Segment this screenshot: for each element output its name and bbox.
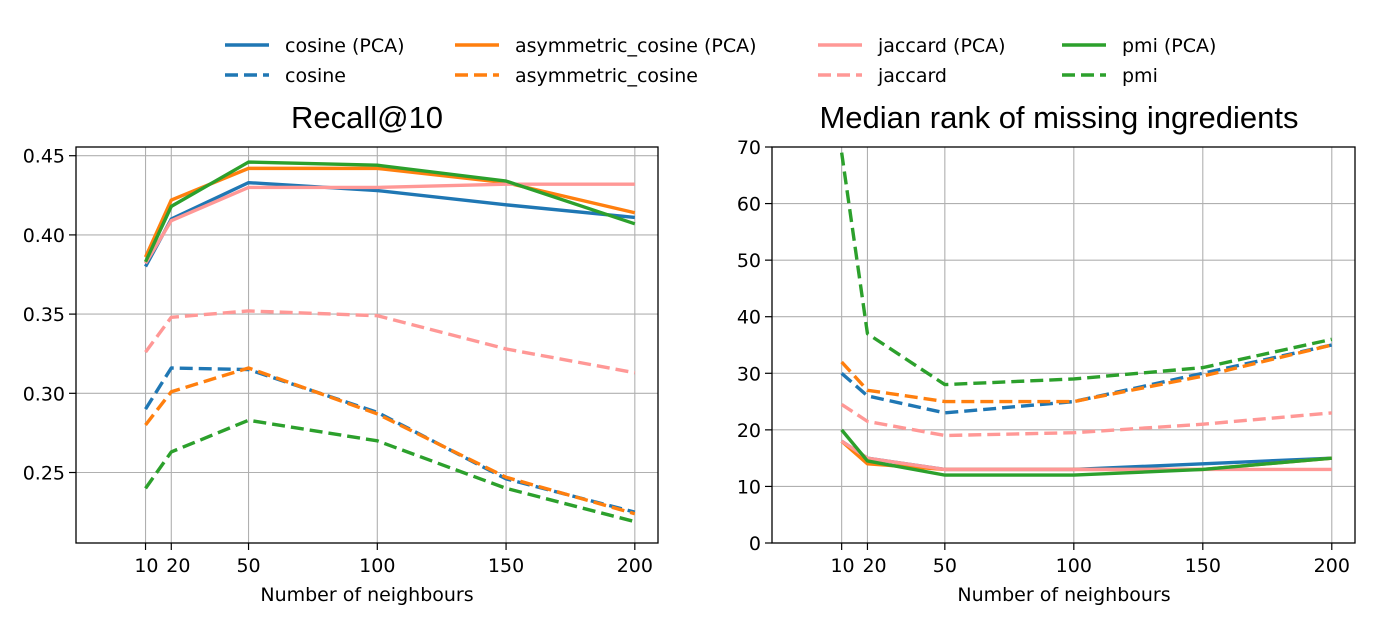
y-tick-label: 40 — [737, 307, 761, 329]
legend-entry-jaccard-dashed: jaccard — [818, 65, 947, 87]
legend-label: jaccard — [877, 65, 947, 87]
series-line-pmi-dashed — [144, 418, 636, 524]
plot-frame — [771, 146, 1356, 544]
y-tick-label: 0.35 — [23, 304, 65, 326]
series-line-pmi-pca-solid — [143, 160, 636, 263]
x-axis-label: Number of neighbours — [957, 584, 1170, 606]
legend-label: cosine (PCA) — [285, 35, 405, 57]
x-tick-label: 100 — [359, 555, 395, 577]
series-line-asymmetric-cosine-dashed — [840, 343, 1333, 404]
x-tick-label: 150 — [1185, 555, 1221, 577]
legend-entry-cosine-dashed: cosine — [225, 65, 346, 87]
series-lines — [839, 152, 1333, 477]
y-tick-label: 0.40 — [23, 225, 65, 247]
axis-ticks: 10 20 50 100 150 200 0.25 0.30 0.35 0.40 0.45 — [23, 146, 653, 577]
legend-label: pmi (PCA) — [1122, 35, 1216, 57]
recall-chart: Recall@10 10 20 50 100 150 200 0.25 0.30 0.35 0.4… — [23, 100, 659, 606]
legend-entry-pmi-pca-solid: pmi (PCA) — [1062, 35, 1216, 57]
y-tick-label: 0.30 — [23, 383, 65, 405]
legend-label: pmi — [1122, 65, 1158, 87]
series-line-cosine-dashed — [840, 343, 1333, 415]
legend-entry-cosine-pca-solid: cosine (PCA) — [225, 35, 405, 57]
x-axis-label: Number of neighbours — [260, 584, 473, 606]
series-line-cosine-dashed — [144, 366, 636, 514]
x-tick-label: 20 — [862, 555, 886, 577]
x-tick-label: 20 — [166, 555, 190, 577]
x-tick-label: 10 — [830, 555, 854, 577]
legend-label: asymmetric_cosine (PCA) — [515, 35, 757, 57]
y-tick-label: 0 — [749, 533, 761, 555]
series-line-asymmetric-cosine-pca-solid — [143, 166, 636, 258]
axis-ticks: 10 20 50 100 150 200 0 10 20 30 40 50 60 70 — [737, 137, 1350, 577]
legend-entry-asymmetric-cosine-dashed: asymmetric_cosine — [455, 65, 698, 87]
legend-label: cosine — [285, 65, 346, 87]
y-tick-label: 70 — [737, 137, 761, 159]
series-lines — [143, 160, 636, 524]
x-tick-label: 10 — [134, 555, 158, 577]
x-tick-label: 150 — [488, 555, 524, 577]
grid — [772, 146, 1355, 544]
series-line-jaccard-pca-solid — [144, 182, 635, 265]
legend-entry-asymmetric-cosine-pca-solid: asymmetric_cosine (PCA) — [455, 35, 757, 57]
legend: cosine (PCA) cosine asymmetric_cosine (PCA… — [225, 35, 1216, 87]
grid — [76, 147, 658, 543]
legend-label: asymmetric_cosine — [515, 65, 698, 87]
y-tick-label: 30 — [737, 363, 761, 385]
series-line-jaccard-dashed — [144, 309, 636, 375]
y-tick-label: 20 — [737, 420, 761, 442]
x-tick-label: 50 — [236, 555, 260, 577]
chart-title: Median rank of missing ingredients — [819, 100, 1298, 135]
series-line-pmi-pca-solid — [840, 428, 1332, 477]
plot-frame — [75, 146, 659, 544]
y-tick-label: 60 — [737, 194, 761, 216]
x-tick-label: 100 — [1056, 555, 1092, 577]
legend-entry-pmi-dashed: pmi — [1062, 65, 1158, 87]
median-rank-chart: Median rank of missing ingredients 10 20 5… — [737, 100, 1356, 606]
series-line-jaccard-dashed — [840, 402, 1332, 438]
series-line-pmi-dashed — [839, 152, 1333, 387]
y-tick-label: 10 — [737, 476, 761, 498]
legend-entry-jaccard-pca-solid: jaccard (PCA) — [818, 35, 1006, 57]
x-tick-label: 200 — [617, 555, 653, 577]
y-tick-label: 0.25 — [23, 463, 65, 485]
chart-title: Recall@10 — [291, 100, 443, 135]
x-tick-label: 50 — [933, 555, 957, 577]
y-tick-label: 0.45 — [23, 146, 65, 168]
legend-label: jaccard (PCA) — [877, 35, 1006, 57]
x-tick-label: 200 — [1314, 555, 1350, 577]
y-tick-label: 50 — [737, 250, 761, 272]
series-line-asymmetric-cosine-dashed — [144, 366, 636, 516]
